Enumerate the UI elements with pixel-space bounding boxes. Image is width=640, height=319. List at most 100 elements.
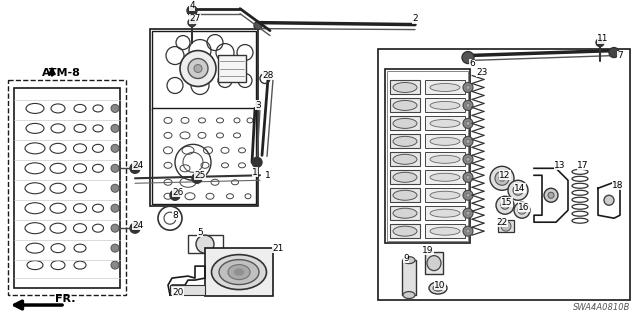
Ellipse shape bbox=[430, 227, 460, 235]
Bar bbox=[385, 69, 470, 243]
Bar bbox=[170, 285, 205, 295]
Ellipse shape bbox=[228, 265, 250, 279]
Text: 27: 27 bbox=[189, 14, 201, 23]
Bar bbox=[498, 220, 514, 232]
Text: 1: 1 bbox=[265, 171, 271, 180]
Text: 15: 15 bbox=[501, 198, 513, 207]
Bar bbox=[390, 188, 420, 202]
Ellipse shape bbox=[393, 118, 417, 128]
Circle shape bbox=[604, 195, 614, 205]
Text: 2: 2 bbox=[412, 14, 418, 23]
Text: 19: 19 bbox=[422, 246, 434, 255]
Ellipse shape bbox=[393, 137, 417, 146]
Bar bbox=[425, 252, 443, 274]
Circle shape bbox=[495, 171, 509, 185]
Circle shape bbox=[130, 223, 140, 233]
Circle shape bbox=[111, 224, 119, 232]
Ellipse shape bbox=[430, 209, 460, 217]
Circle shape bbox=[435, 285, 441, 291]
Text: 26: 26 bbox=[172, 188, 184, 197]
Circle shape bbox=[466, 122, 470, 125]
Bar bbox=[390, 80, 420, 94]
Circle shape bbox=[187, 6, 197, 16]
Bar bbox=[425, 170, 465, 184]
Text: 10: 10 bbox=[435, 281, 445, 290]
Circle shape bbox=[466, 85, 470, 89]
Bar bbox=[425, 134, 465, 148]
Circle shape bbox=[462, 52, 474, 63]
Circle shape bbox=[463, 208, 473, 218]
Circle shape bbox=[252, 157, 262, 167]
Bar bbox=[402, 260, 416, 295]
Bar bbox=[390, 116, 420, 130]
Ellipse shape bbox=[433, 285, 443, 291]
Circle shape bbox=[194, 64, 202, 72]
Ellipse shape bbox=[393, 190, 417, 200]
Circle shape bbox=[496, 196, 514, 214]
Circle shape bbox=[501, 221, 511, 231]
Circle shape bbox=[501, 201, 509, 209]
Text: 20: 20 bbox=[172, 287, 184, 297]
Circle shape bbox=[111, 204, 119, 212]
Circle shape bbox=[466, 157, 470, 161]
Circle shape bbox=[111, 261, 119, 269]
Circle shape bbox=[111, 145, 119, 152]
Ellipse shape bbox=[427, 256, 441, 271]
Circle shape bbox=[463, 172, 473, 182]
Circle shape bbox=[508, 180, 528, 200]
Bar bbox=[387, 70, 468, 241]
Ellipse shape bbox=[393, 83, 417, 93]
Bar bbox=[425, 99, 465, 112]
Bar bbox=[425, 206, 465, 220]
Text: SWA4A0810B: SWA4A0810B bbox=[573, 303, 630, 312]
Circle shape bbox=[111, 184, 119, 192]
Text: 9: 9 bbox=[403, 254, 409, 263]
Circle shape bbox=[463, 118, 473, 128]
Circle shape bbox=[466, 103, 470, 108]
Circle shape bbox=[513, 185, 523, 195]
Text: 1: 1 bbox=[252, 168, 258, 177]
Circle shape bbox=[111, 104, 119, 112]
Bar bbox=[425, 152, 465, 166]
Circle shape bbox=[111, 124, 119, 132]
Bar bbox=[150, 29, 258, 206]
Ellipse shape bbox=[430, 119, 460, 127]
Text: 5: 5 bbox=[197, 228, 203, 237]
Bar bbox=[390, 224, 420, 238]
Bar bbox=[425, 188, 465, 202]
Circle shape bbox=[609, 48, 619, 57]
Text: 24: 24 bbox=[132, 221, 143, 230]
Ellipse shape bbox=[430, 173, 460, 181]
Ellipse shape bbox=[219, 260, 259, 285]
Circle shape bbox=[463, 83, 473, 93]
Circle shape bbox=[188, 19, 196, 26]
Bar bbox=[390, 99, 420, 112]
Circle shape bbox=[466, 193, 470, 197]
Text: 18: 18 bbox=[612, 181, 624, 190]
Ellipse shape bbox=[211, 255, 266, 290]
Bar bbox=[218, 55, 246, 83]
Ellipse shape bbox=[393, 208, 417, 218]
Circle shape bbox=[466, 139, 470, 143]
Circle shape bbox=[463, 226, 473, 236]
Text: 22: 22 bbox=[497, 218, 508, 227]
Text: FR.: FR. bbox=[55, 294, 76, 304]
Bar bbox=[188, 235, 223, 253]
Bar bbox=[378, 48, 630, 300]
Text: 21: 21 bbox=[272, 244, 284, 253]
Text: 7: 7 bbox=[617, 51, 623, 60]
Bar bbox=[390, 170, 420, 184]
Circle shape bbox=[490, 166, 514, 190]
Bar bbox=[8, 80, 126, 295]
Bar bbox=[425, 80, 465, 94]
Circle shape bbox=[544, 188, 558, 202]
Ellipse shape bbox=[429, 282, 447, 294]
Ellipse shape bbox=[234, 269, 244, 276]
Text: 24: 24 bbox=[132, 161, 143, 170]
Text: 4: 4 bbox=[189, 1, 195, 10]
Circle shape bbox=[170, 190, 180, 200]
Text: 6: 6 bbox=[469, 59, 475, 68]
Circle shape bbox=[192, 173, 202, 183]
Ellipse shape bbox=[393, 172, 417, 182]
Circle shape bbox=[466, 229, 470, 233]
